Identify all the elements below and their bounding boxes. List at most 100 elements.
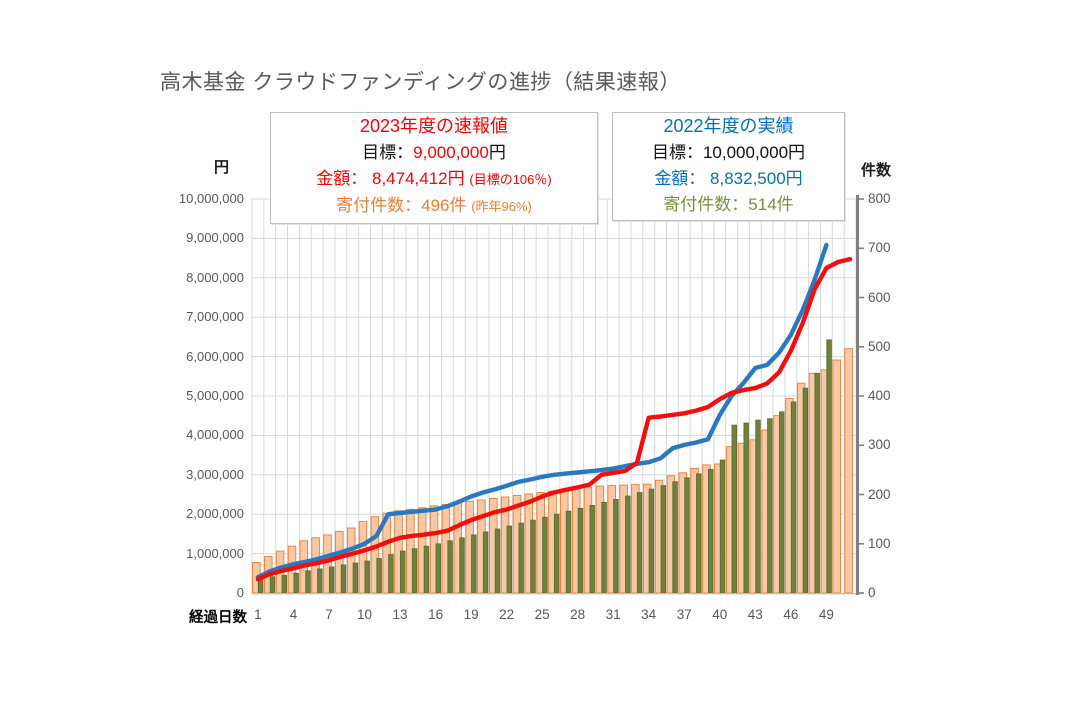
bar-2022-count (790, 401, 797, 594)
right-axis-tick-label: 700 (868, 240, 891, 256)
bar-2022-count (577, 507, 584, 594)
info-box-2022-amount-line: 金額： 8,832,500円 (654, 169, 803, 188)
bar-2022-count (672, 481, 678, 594)
x-axis-title: 経過日数 (189, 610, 247, 626)
info-box-2023-goal-line: 目標：9,000,000円 (271, 140, 597, 166)
left-axis-tick-label: 10,000,000 (178, 191, 244, 206)
x-axis-tick-label: 10 (356, 607, 373, 622)
right-axis-tick-label: 300 (868, 437, 891, 453)
bar-2022-count (471, 534, 477, 594)
bar-2022-count (802, 387, 809, 594)
goal-value-2023: 9,000,000 (413, 143, 489, 162)
info-box-2023-amount-line: 金額： 8,474,412円 (目標の106％) (271, 166, 597, 193)
bar-2022-count (542, 516, 548, 594)
bar-2022-count (601, 501, 607, 594)
bar-2022-count (743, 422, 749, 594)
bar-2022-count (589, 504, 595, 594)
bar-2022-count (708, 468, 714, 594)
x-axis-tick-label: 7 (325, 607, 333, 622)
x-axis-tick-label: 4 (289, 607, 298, 622)
bar-2022-count (684, 477, 690, 594)
bar-2022-count (399, 550, 406, 594)
bar-2022-count (388, 554, 394, 594)
bar-2022-count (779, 411, 785, 594)
bar-2022-count (565, 510, 572, 594)
x-axis-tick-label: 22 (499, 607, 515, 622)
bar-2023-count (832, 359, 841, 594)
bar-2022-count (293, 572, 299, 594)
bar-2022-count (494, 528, 501, 594)
count-value-2023: 寄付件数：496件 (336, 196, 472, 215)
bar-2022-count (317, 568, 323, 594)
right-axis-tick-label: 0 (868, 585, 876, 600)
bar-2023-count (844, 348, 853, 594)
right-axis-tick-label: 500 (868, 338, 891, 354)
bar-2022-count (660, 485, 666, 594)
bar-2022-count (625, 495, 631, 594)
x-axis-tick-label: 43 (747, 607, 763, 622)
left-axis-tick-label: 6,000,000 (186, 348, 244, 364)
bar-2022-count (435, 543, 441, 594)
left-axis-tick-label: 3,000,000 (186, 466, 244, 482)
bar-2022-count (376, 558, 382, 594)
bar-2022-count (328, 566, 335, 594)
bar-2022-count (636, 492, 643, 594)
x-axis-tick-label: 19 (463, 607, 479, 622)
amount-value-2023: 金額： 8,474,412円 (316, 169, 470, 188)
x-axis-tick-label: 28 (570, 607, 586, 622)
left-axis-tick-label: 8,000,000 (186, 269, 244, 285)
info-box-2023-heading: 2023年度の速報値 (359, 116, 509, 136)
bar-2022-count (447, 540, 453, 594)
x-axis-tick-label: 16 (428, 607, 444, 622)
right-axis-tick-label: 400 (868, 388, 891, 403)
bar-2022-count (340, 564, 347, 594)
x-axis-tick-label: 40 (712, 607, 728, 622)
left-axis-tick-label: 1,000,000 (186, 545, 244, 561)
bar-2022-count (459, 537, 465, 594)
left-axis-tick-label: 0 (236, 585, 244, 600)
bar-2022-count (731, 424, 737, 594)
line-2023-amount (255, 256, 853, 582)
count-note-2023: (昨年96%) (471, 199, 532, 214)
bar-2022-count (719, 459, 726, 594)
bar-2022-count (352, 562, 359, 594)
bar-2022-count (281, 574, 287, 594)
left-axis-tick-label: 5,000,000 (186, 388, 244, 403)
line-2022-amount (255, 242, 829, 580)
right-axis-tick-label: 600 (868, 289, 891, 305)
right-axis-tick-label: 800 (868, 191, 891, 206)
bar-2022-count (814, 372, 820, 594)
bar-2022-count (530, 519, 536, 594)
bar-2022-count (269, 576, 276, 594)
left-axis-tick-label: 7,000,000 (186, 309, 244, 325)
amount-note-2023: (目標の106％) (469, 172, 552, 187)
bar-2022-count (755, 419, 761, 594)
bar-2022-count (554, 513, 560, 594)
info-box-2023: 2023年度の速報値 目標：9,000,000円 金額： 8,474,412円 … (270, 112, 598, 224)
left-axis-tick-label: 9,000,000 (186, 230, 244, 246)
right-axis-tick-label: 100 (868, 535, 891, 551)
x-axis-tick-label: 37 (676, 607, 692, 622)
x-axis-tick-label: 1 (254, 607, 262, 622)
x-axis-tick-label: 46 (783, 607, 799, 622)
goal-unit-2023: 円 (488, 143, 506, 162)
info-box-2022: 2022年度の実績 目標：10,000,000円 金額： 8,832,500円 … (612, 112, 845, 221)
x-axis-tick-label: 34 (641, 607, 657, 622)
right-axis-tick-label: 200 (868, 486, 891, 502)
bar-2022-count (518, 522, 524, 594)
left-axis-tick-label: 4,000,000 (186, 427, 244, 443)
info-box-2022-heading: 2022年度の実績 (663, 116, 794, 136)
bar-2022-count (423, 545, 430, 594)
bar-2022-count (613, 498, 619, 594)
info-box-2023-count-line: 寄付件数：496件 (昨年96%) (271, 193, 597, 220)
right-axis-title: 件数 (861, 162, 892, 179)
bar-2022-count (482, 531, 489, 594)
bar-2022-count (648, 488, 655, 594)
x-axis-tick-label: 49 (818, 607, 834, 622)
bar-2022-count (696, 473, 702, 594)
left-axis-title: 円 (214, 159, 230, 176)
goal-label-2023: 目標： (362, 143, 414, 162)
info-box-2022-goal-line: 目標：10,000,000円 (651, 143, 806, 162)
